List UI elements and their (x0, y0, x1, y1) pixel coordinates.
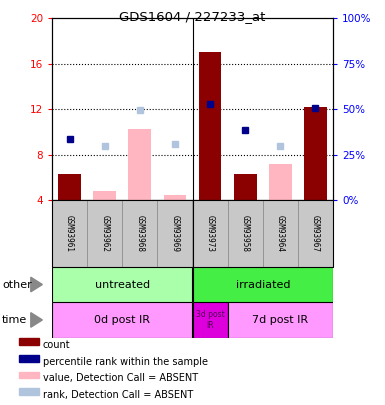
Text: 3d post
IR: 3d post IR (196, 310, 224, 330)
Text: GSM93962: GSM93962 (100, 215, 109, 252)
Text: GSM93967: GSM93967 (311, 215, 320, 252)
Text: 7d post IR: 7d post IR (252, 315, 308, 325)
Bar (199, 52, 221, 200)
Text: 0d post IR: 0d post IR (94, 315, 150, 325)
Text: GSM93968: GSM93968 (135, 215, 144, 252)
Bar (157, 200, 192, 267)
Text: GSM93969: GSM93969 (171, 215, 179, 252)
Text: irradiated: irradiated (236, 279, 290, 290)
Text: GSM93964: GSM93964 (276, 215, 285, 252)
Bar (19, 338, 39, 345)
Bar (93, 192, 116, 200)
Text: other: other (2, 279, 32, 290)
Bar (164, 195, 186, 200)
Bar (87, 200, 122, 267)
Bar (52, 302, 192, 338)
Text: untreated: untreated (95, 279, 150, 290)
Text: GSM93973: GSM93973 (206, 215, 214, 252)
Text: GDS1604 / 227233_at: GDS1604 / 227233_at (119, 10, 266, 23)
Bar (263, 200, 298, 267)
Bar (19, 355, 39, 362)
Text: rank, Detection Call = ABSENT: rank, Detection Call = ABSENT (43, 390, 193, 400)
Bar (228, 302, 333, 338)
Bar (52, 200, 87, 267)
Bar (192, 267, 333, 302)
Text: GSM93961: GSM93961 (65, 215, 74, 252)
Text: GSM93958: GSM93958 (241, 215, 250, 252)
Text: percentile rank within the sample: percentile rank within the sample (43, 356, 208, 367)
Bar (192, 200, 228, 267)
Bar (298, 200, 333, 267)
Bar (122, 200, 157, 267)
Bar (304, 107, 327, 200)
Text: value, Detection Call = ABSENT: value, Detection Call = ABSENT (43, 373, 198, 383)
Bar (234, 174, 257, 200)
Bar (228, 200, 263, 267)
Bar (19, 372, 39, 378)
Text: time: time (2, 315, 27, 325)
Bar (192, 302, 228, 338)
Bar (19, 388, 39, 395)
Bar (269, 164, 292, 200)
Bar (58, 174, 81, 200)
Bar (52, 267, 192, 302)
Text: count: count (43, 340, 70, 350)
Bar (128, 129, 151, 200)
